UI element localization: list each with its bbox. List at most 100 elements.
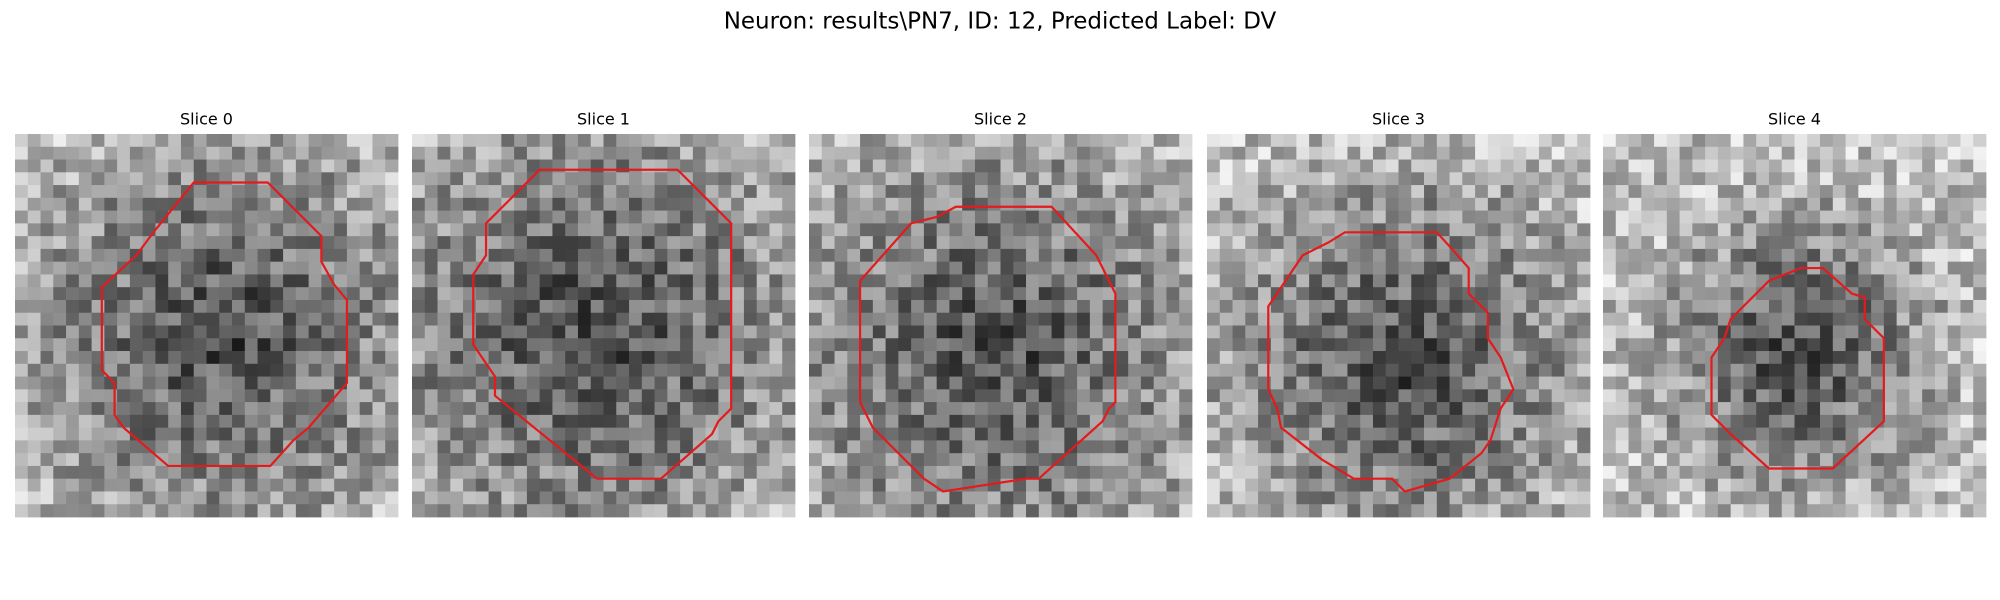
pixel xyxy=(974,172,989,186)
pixel xyxy=(78,504,92,518)
pixel xyxy=(232,504,246,518)
pixel xyxy=(1922,146,1936,160)
pixel xyxy=(308,504,322,518)
pixel xyxy=(872,465,886,480)
pixel xyxy=(15,274,29,288)
pixel xyxy=(603,287,617,301)
pixel xyxy=(450,223,464,237)
pixel xyxy=(1270,172,1284,186)
pixel xyxy=(40,402,54,416)
pixel xyxy=(1000,287,1014,301)
pixel xyxy=(552,248,566,263)
pixel xyxy=(78,440,92,454)
pixel xyxy=(1883,248,1898,263)
pixel xyxy=(821,159,835,173)
pixel xyxy=(705,351,719,365)
pixel xyxy=(78,338,92,352)
pixel xyxy=(1564,146,1578,160)
pixel xyxy=(705,146,719,160)
pixel xyxy=(1026,453,1040,467)
pixel xyxy=(1166,427,1180,441)
pixel xyxy=(1449,478,1463,492)
pixel xyxy=(257,325,271,339)
pixel xyxy=(1462,363,1476,377)
pixel xyxy=(321,210,335,224)
pixel xyxy=(1038,312,1052,326)
pixel xyxy=(1730,338,1744,352)
pixel xyxy=(1462,134,1476,148)
pixel xyxy=(1909,440,1923,454)
pixel xyxy=(321,159,335,173)
pixel xyxy=(155,185,169,199)
pixel xyxy=(219,146,233,160)
pixel xyxy=(1973,427,1987,441)
pixel xyxy=(1077,440,1091,454)
pixel xyxy=(40,146,54,160)
pixel xyxy=(206,159,220,173)
pixel xyxy=(769,287,783,301)
pixel xyxy=(501,389,515,403)
pixel xyxy=(1436,491,1450,505)
pixel xyxy=(1115,338,1129,352)
pixel xyxy=(321,478,335,492)
pixel xyxy=(1871,210,1885,224)
pixel xyxy=(692,453,707,467)
pixel xyxy=(1871,134,1885,148)
pixel xyxy=(1947,351,1961,365)
pixel xyxy=(847,440,861,454)
pixel xyxy=(334,312,348,326)
pixel xyxy=(936,338,950,352)
pixel xyxy=(129,389,144,403)
pixel xyxy=(1089,440,1104,454)
pixel xyxy=(1166,453,1180,467)
pixel xyxy=(847,159,861,173)
pixel xyxy=(949,248,963,263)
pixel xyxy=(821,453,835,467)
pixel xyxy=(1166,351,1180,365)
pixel xyxy=(295,185,310,199)
pixel xyxy=(526,274,541,288)
pixel xyxy=(412,414,426,429)
pixel xyxy=(168,134,182,148)
pixel xyxy=(526,389,541,403)
pixel xyxy=(1883,312,1898,326)
pixel xyxy=(1334,402,1348,416)
pixel xyxy=(1871,248,1885,263)
pixel xyxy=(27,504,41,518)
pixel xyxy=(1385,453,1399,467)
pixel xyxy=(1385,197,1399,211)
pixel xyxy=(1140,210,1155,224)
pixel xyxy=(1628,248,1642,263)
pixel xyxy=(1858,146,1872,160)
pixel xyxy=(1000,465,1014,480)
pixel xyxy=(1064,478,1078,492)
pixel xyxy=(860,363,874,377)
pixel xyxy=(756,185,770,199)
pixel xyxy=(232,478,246,492)
pixel xyxy=(1896,491,1910,505)
pixel xyxy=(987,172,1001,186)
pixel xyxy=(1896,440,1910,454)
pixel xyxy=(1360,159,1374,173)
pixel xyxy=(257,414,271,429)
pixel xyxy=(270,236,284,250)
pixel xyxy=(193,210,207,224)
pixel xyxy=(680,146,694,160)
pixel xyxy=(1717,478,1732,492)
pixel xyxy=(385,338,399,352)
pixel xyxy=(731,465,745,480)
pixel xyxy=(1258,478,1272,492)
pixel xyxy=(1768,504,1783,518)
pixel xyxy=(962,325,976,339)
pixel xyxy=(1309,223,1323,237)
pixel xyxy=(1641,185,1655,199)
pixel xyxy=(1883,236,1898,250)
pixel xyxy=(1909,248,1923,263)
pixel xyxy=(1296,197,1310,211)
pixel xyxy=(1513,172,1527,186)
pixel xyxy=(539,134,553,148)
pixel xyxy=(743,376,758,390)
pixel xyxy=(1781,146,1795,160)
pixel xyxy=(1756,325,1770,339)
pixel xyxy=(501,465,515,480)
